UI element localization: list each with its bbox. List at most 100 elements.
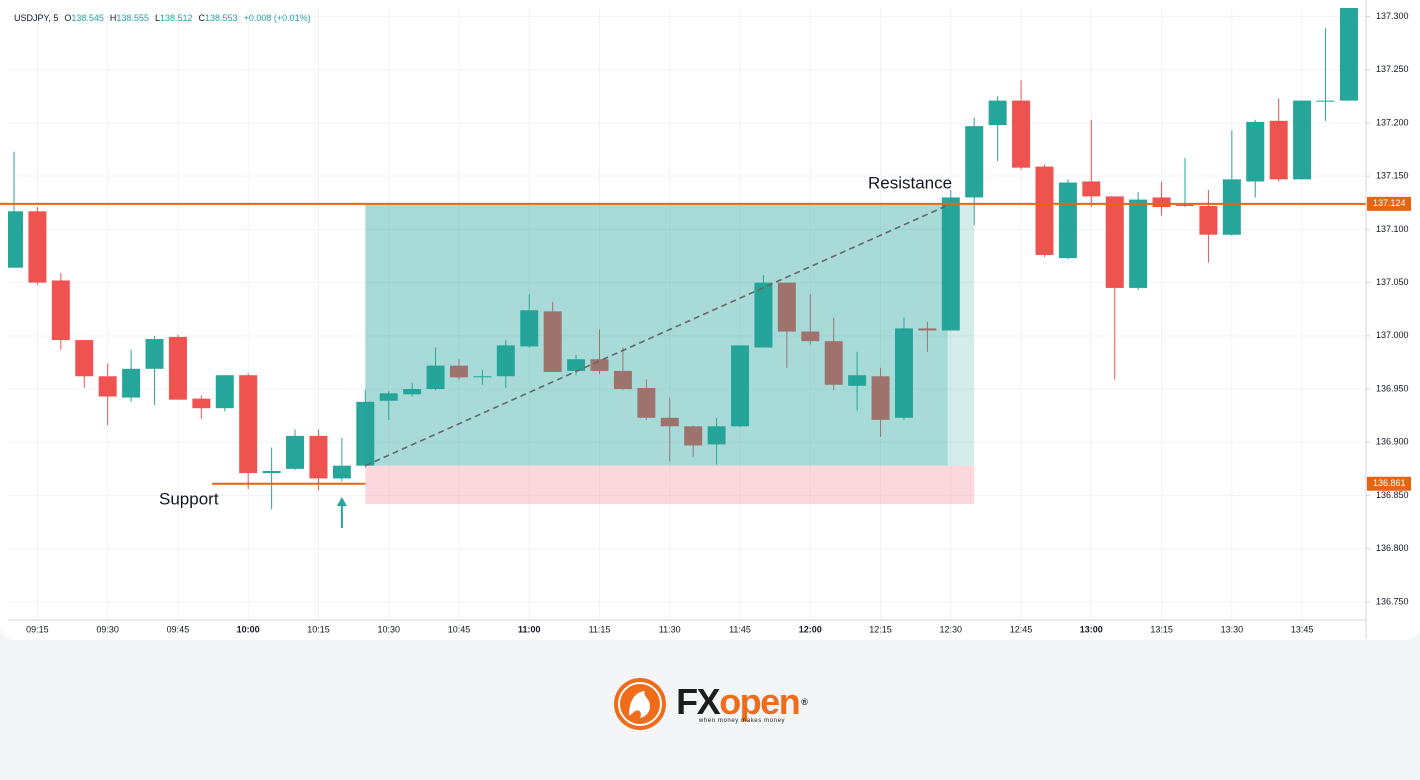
candle-body (1012, 100, 1031, 168)
brand-open: open (719, 681, 801, 722)
ohlc-key: H (110, 13, 117, 23)
candle-body (1293, 100, 1312, 180)
candle-body (426, 365, 445, 390)
y-tick-label: 137.050 (1376, 277, 1409, 287)
candle-body (871, 376, 890, 420)
x-tick-label: 10:15 (307, 624, 330, 634)
level-annotation: Resistance (868, 173, 952, 192)
x-tick-label: 11:15 (589, 624, 611, 634)
candle-body (707, 426, 726, 445)
candle-body (965, 126, 984, 198)
candle-body (1222, 179, 1241, 235)
y-tick-label: 137.300 (1376, 11, 1409, 21)
ohlc-value: 138.555 (116, 13, 149, 23)
logo-bull (629, 691, 651, 718)
ohlc-value: 138.545 (71, 13, 104, 23)
candle-body (1105, 196, 1124, 288)
x-tick-label: 12:00 (799, 624, 822, 634)
symbol-header: USDJPY, 5 O138.545 H138.555 L138.512 C138.55… (14, 13, 311, 23)
y-tick-label: 137.100 (1376, 224, 1409, 234)
logo-ring (618, 682, 663, 726)
x-tick-label: 12:30 (940, 624, 963, 634)
y-tick-label: 136.950 (1376, 383, 1409, 393)
profit-zone-remaining (947, 204, 975, 466)
brand-fx: FX (676, 681, 721, 722)
price-marker (1367, 196, 1411, 211)
candle-body (894, 328, 913, 418)
candle-body (1176, 204, 1194, 206)
candle-body (1246, 121, 1265, 182)
y-tick-label: 137.000 (1376, 330, 1409, 340)
axes: 136.750 136.800 136.850 136.900 136.950 137.0… (8, 0, 1411, 638)
level-annotation: Support (159, 489, 219, 508)
candle-body (1269, 120, 1288, 180)
candle-body (567, 359, 586, 371)
candle-body (801, 331, 820, 342)
candle-body (1035, 166, 1054, 255)
footer: FXopen ® when money makes money (0, 672, 1420, 736)
chart-card: Resistance Support 136.750 136.800 136.850 1… (0, 0, 1420, 640)
candle-body (1339, 8, 1358, 101)
x-tick-label: 10:45 (448, 624, 471, 634)
candle-body (520, 310, 539, 347)
candle-body (496, 345, 515, 377)
candle-body (637, 387, 656, 418)
y-tick-label: 137.200 (1376, 117, 1409, 127)
x-tick-label: 09:30 (96, 624, 119, 634)
candle-body (613, 370, 632, 390)
candle-body (1152, 197, 1171, 208)
x-tick-label: 09:15 (26, 624, 49, 634)
y-tick-label: 137.150 (1376, 171, 1409, 181)
candle-body (473, 376, 492, 378)
candle-body (379, 393, 398, 401)
x-tick-label: 11:00 (518, 624, 541, 634)
candle-body (51, 280, 70, 341)
candle-body (918, 328, 937, 331)
x-tick-label: 11:30 (659, 624, 681, 634)
grid (8, 8, 1366, 620)
candle-body (449, 365, 468, 378)
ohlc-key: C (199, 13, 206, 23)
candle-body (684, 426, 703, 446)
x-tick-label: 12:15 (869, 624, 892, 634)
candle-body (215, 375, 234, 409)
y-tick-label: 136.800 (1376, 543, 1409, 553)
candle-body (286, 435, 305, 469)
candle-body (543, 311, 562, 373)
candle-body (122, 368, 141, 398)
candle-body (28, 211, 47, 283)
y-tick-label: 137.250 (1376, 64, 1409, 74)
x-tick-label: 13:45 (1291, 624, 1314, 634)
ohlc-key: O (64, 13, 71, 23)
plot-area (8, 8, 1358, 510)
candle-body (1082, 181, 1101, 197)
candle-body (403, 389, 422, 395)
candle-body (309, 435, 328, 479)
stop-zone (365, 465, 975, 504)
candle-body (1199, 205, 1218, 235)
y-tick-label: 136.850 (1376, 490, 1409, 500)
ohlc-key: L (155, 13, 160, 23)
candle-body (1129, 199, 1148, 288)
trend-line (364, 203, 952, 467)
candle-body (731, 345, 750, 427)
x-tick-label: 13:30 (1221, 624, 1244, 634)
logo-icon (614, 678, 667, 730)
candle-body (1058, 182, 1077, 259)
candle-body (192, 398, 211, 409)
price-marker (1367, 476, 1411, 491)
x-tick-label: 11:45 (729, 624, 751, 634)
candle-body (660, 417, 679, 427)
brand: FXopen ® (676, 684, 808, 720)
ohlc-value: 138.553 (205, 13, 238, 23)
ohlc-value: 138.512 (160, 13, 193, 23)
brand-block: FXopen ® when money makes money (676, 684, 808, 725)
symbol: USDJPY, 5 (14, 13, 58, 23)
candle-body (145, 339, 164, 369)
candle-body (98, 376, 117, 397)
x-tick-label: 10:30 (377, 624, 400, 634)
x-tick-label: 09:45 (167, 624, 190, 634)
tagline: when money makes money (698, 718, 786, 724)
